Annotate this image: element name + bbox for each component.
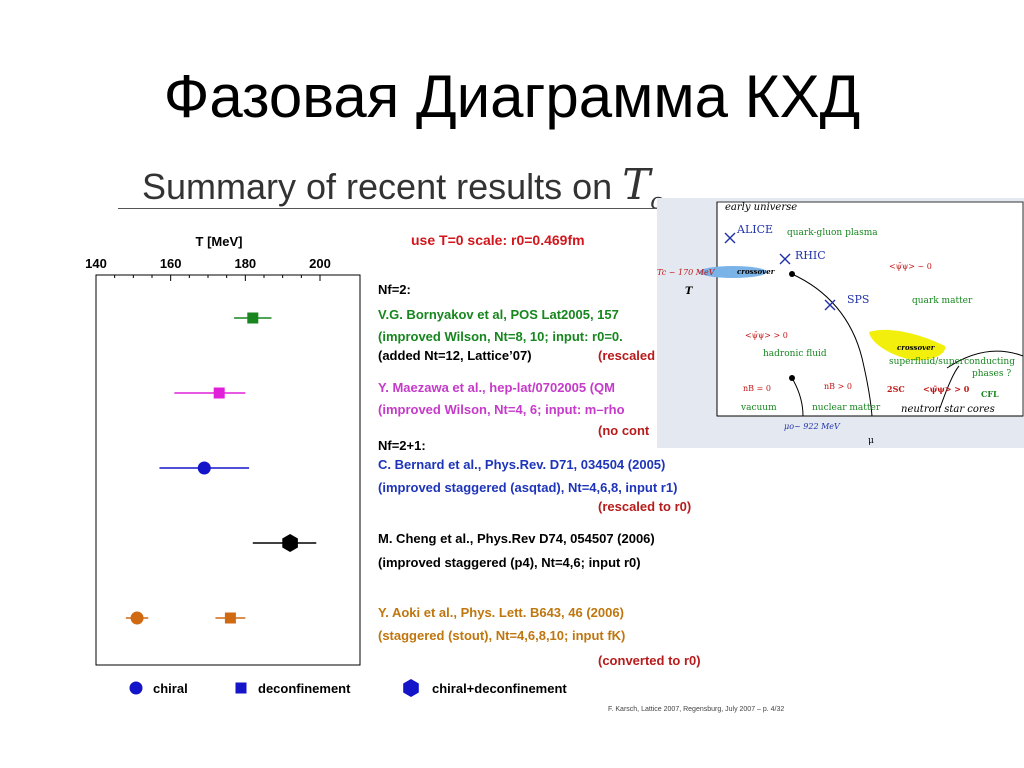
mu0-label: μo~ 922 MeV [784, 422, 840, 431]
neutron-star-label: neutron star cores [901, 404, 995, 415]
vacuum-label: vacuum [741, 403, 777, 413]
data-point-2 [197, 461, 211, 475]
superfluid-label: superfluid/superconducting [889, 357, 1015, 367]
hadronic-fluid-label: hadronic fluid [763, 349, 827, 359]
slide-title: Фазовая Диаграмма КХД [163, 63, 861, 130]
nf2-header: Nf=2: [378, 282, 411, 297]
t-axis-label: T [685, 286, 693, 297]
ref-maezawa-note: (no cont [598, 423, 650, 438]
critical-point [789, 271, 795, 277]
tc-letter: T [622, 160, 651, 209]
ref-maezawa-detail: (improved Wilson, Nt=4, 6; input: m–rho [378, 402, 625, 417]
condensate-positive2-label: <ψ̄ψ> > 0 [923, 384, 970, 394]
legend-label-0: chiral [153, 681, 188, 696]
chart-legend: chiral deconfinement chiral+deconfinement [129, 679, 567, 697]
ref-bernard: C. Bernard et al., Phys.Rev. D71, 034504… [378, 457, 666, 472]
nuclear-point [789, 375, 795, 381]
condensate-zero-label: <ψ̄ψ> ~ 0 [889, 262, 932, 271]
summary-divider [118, 208, 658, 209]
alice-marker [724, 232, 736, 244]
quark-matter-label: quark matter [912, 296, 973, 306]
nuclear-boundary [791, 377, 804, 417]
summary-title-text: Summary of recent results on [142, 166, 613, 207]
summary-title: Summary of recent results on Tc [142, 160, 663, 214]
phase-frame [716, 201, 1024, 417]
chart-axis: T [MeV] 140 160 180 200 [85, 234, 331, 281]
qgp-label: quark-gluon plasma [787, 228, 878, 238]
ref-bornyakov-detail: (improved Wilson, Nt=8, 10; input: r0=0. [378, 329, 623, 344]
crossover2-label: crossover [897, 343, 935, 352]
legend-marker-1 [235, 682, 247, 694]
ref-bornyakov: V.G. Bornyakov et al, POS Lat2005, 157 [378, 307, 619, 322]
legend-label-2: chiral+deconfinement [432, 681, 567, 696]
legend-marker-2 [403, 679, 419, 697]
ref-cheng-detail: (improved staggered (p4), Nt=4,6; input … [378, 555, 641, 570]
x-axis-title: T [MeV] [196, 234, 243, 249]
ref-bernard-note: (rescaled to r0) [598, 499, 692, 514]
ref-cheng: M. Cheng et al., Phys.Rev D74, 054507 (2… [378, 531, 655, 546]
phase-diagram-svg [699, 201, 1024, 417]
sps-label: SPS [847, 293, 870, 306]
crossover-label: crossover [737, 267, 775, 276]
cfl-label: CFL [981, 389, 999, 399]
data-point-4 [130, 611, 144, 625]
rhic-marker [779, 253, 791, 265]
ref-maezawa: Y. Maezawa et al., hep-lat/0702005 (QM [378, 380, 615, 395]
ref-bornyakov-rescaled: (rescaled [598, 348, 656, 363]
rhic-label: RHIC [795, 249, 826, 262]
superconducting-boundary [946, 350, 1024, 369]
cfl-boundary [939, 365, 960, 409]
legend-marker-0 [129, 681, 143, 695]
ref-aoki-note: (converted to r0) [598, 653, 701, 668]
early-universe-label: early universe [725, 202, 798, 213]
data-point-1 [213, 387, 225, 399]
x-tick-label-160: 160 [160, 256, 182, 271]
condensate-positive-label: <ψ̄ψ> > 0 [745, 331, 788, 340]
2sc-label: 2SC [887, 384, 905, 394]
crossover-band [699, 266, 767, 278]
footer-citation: F. Karsch, Lattice 2007, Regensburg, Jul… [608, 706, 785, 713]
scale-note: use T=0 scale: r0=0.469fm [411, 232, 585, 248]
data-point-3 [282, 534, 298, 552]
nb-zero-label: nB = 0 [743, 384, 771, 393]
data-point-0 [247, 312, 259, 324]
legend-label-1: deconfinement [258, 681, 351, 696]
mu-axis-label: μ [868, 436, 874, 446]
x-tick-label-140: 140 [85, 256, 107, 271]
ref-bernard-detail: (improved staggered (asqtad), Nt=4,6,8, … [378, 480, 678, 495]
ref-aoki: Y. Aoki et al., Phys. Lett. B643, 46 (20… [378, 605, 624, 620]
nuclear-matter-label: nuclear matter [812, 403, 881, 413]
phases-label: phases ? [972, 369, 1012, 379]
x-tick-label-180: 180 [234, 256, 256, 271]
chart-marks [125, 312, 317, 625]
nb-positive-label: nB > 0 [824, 382, 852, 391]
crossover2-band [869, 329, 946, 361]
nf21-header: Nf=2+1: [378, 438, 426, 453]
ref-aoki-detail: (staggered (stout), Nt=4,6,8,10; input f… [378, 628, 626, 643]
tc-label: Tc ~ 170 MeV [657, 268, 715, 277]
x-tick-label-200: 200 [309, 256, 331, 271]
plot-frame [95, 274, 361, 666]
alice-label: ALICE [737, 223, 774, 236]
phase-boundary [791, 273, 873, 417]
data-point-5 [224, 612, 236, 624]
ref-bornyakov-added: (added Nt=12, Lattice’07) [378, 348, 532, 363]
sps-marker [824, 299, 836, 311]
phase-diagram: early universe ALICE quark-gluon plasma … [657, 198, 1024, 448]
